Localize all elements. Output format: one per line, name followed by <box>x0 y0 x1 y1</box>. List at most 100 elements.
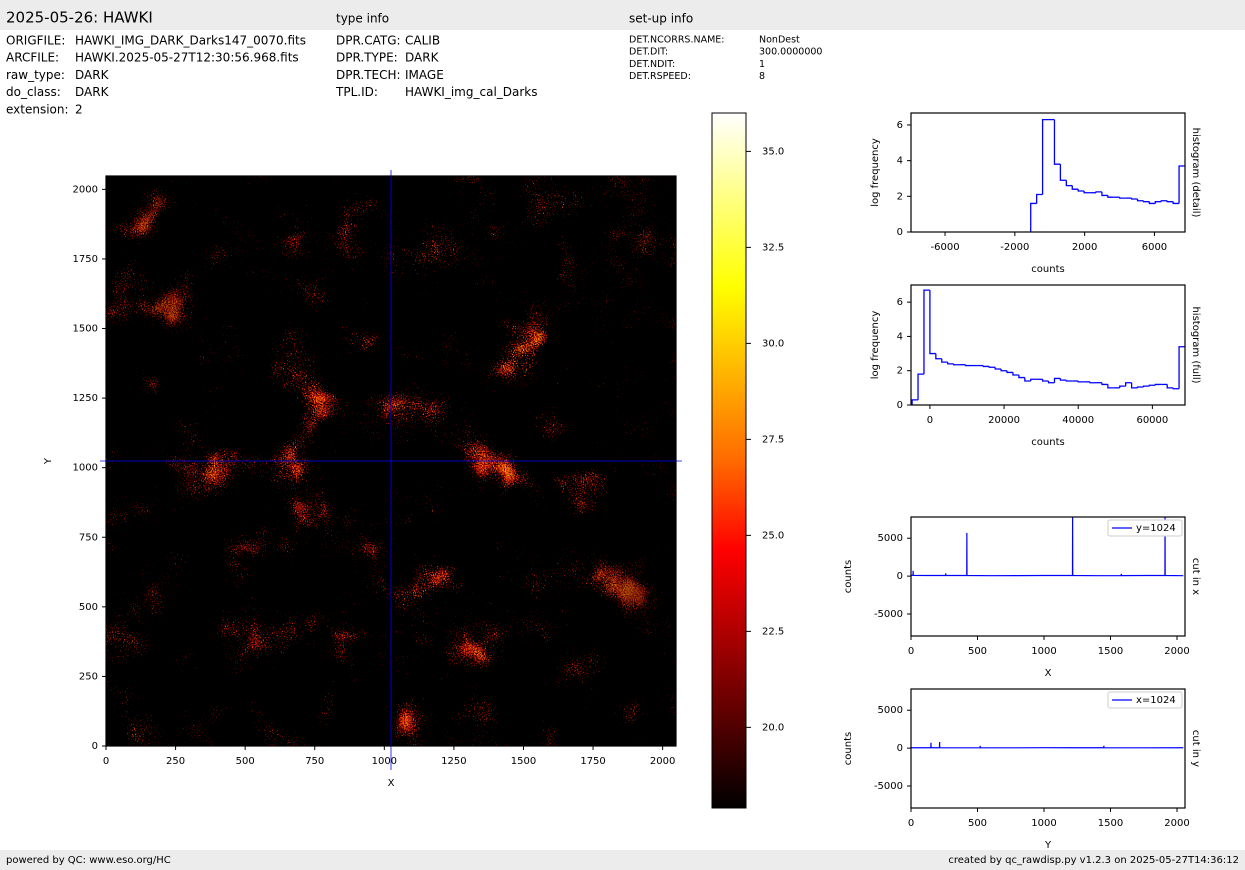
info-key: DET.RSPEED: <box>629 71 691 82</box>
info-key: raw_type: <box>6 68 65 82</box>
y-tick-label: 1500 <box>73 324 98 335</box>
x-tick-label: 250 <box>166 756 185 767</box>
histogram-step <box>1047 381 1055 384</box>
info-key: DPR.TYPE: <box>336 51 398 65</box>
plot-frame <box>910 284 1186 406</box>
y-tick-label: 1250 <box>73 393 98 404</box>
colorbar-tick-label: 20.0 <box>762 722 784 733</box>
histogram-step <box>1166 200 1174 203</box>
plot-title: histogram (full) <box>1190 306 1201 383</box>
histogram-step <box>1107 195 1114 198</box>
histogram-step <box>1030 378 1037 381</box>
x-axis-label: Y <box>1044 840 1052 851</box>
histogram-step <box>1172 387 1180 390</box>
colorbar-tick-label: 35.0 <box>762 146 784 157</box>
histogram-step <box>1089 381 1097 384</box>
y-tick-label: 0 <box>897 227 903 238</box>
info-value: 1 <box>759 59 765 70</box>
histogram-step <box>1107 384 1114 389</box>
y-axis-label: Y <box>43 457 54 465</box>
plot-title: cut in x <box>1190 558 1201 595</box>
plot-data <box>911 742 1184 749</box>
cut-line <box>911 517 1184 577</box>
histogram-step <box>1125 382 1132 387</box>
colorbar-tick-label: 27.5 <box>762 434 784 445</box>
histogram-step <box>1130 198 1138 200</box>
info-value: 8 <box>759 71 765 82</box>
x-tick-label: 40000 <box>1062 415 1094 426</box>
x-tick-label: 500 <box>968 646 987 657</box>
y-tick-label: 500 <box>79 602 98 613</box>
x-tick-label: 1750 <box>580 756 605 767</box>
y-tick-label: 4 <box>897 331 903 342</box>
x-tick-label: 1500 <box>1098 646 1123 657</box>
footer-left: powered by QC: www.eso.org/HC <box>6 855 171 866</box>
cut-line <box>911 742 1184 749</box>
y-axis-label: counts <box>843 560 854 593</box>
histogram-step <box>1142 200 1150 203</box>
x-tick-label: -2000 <box>1000 242 1029 253</box>
histogram-step <box>1024 377 1031 382</box>
header-bar <box>0 0 1245 30</box>
x-axis-label: X <box>1045 668 1052 679</box>
x-axis-label: counts <box>1031 437 1064 448</box>
info-key: ARCFILE: <box>6 51 59 65</box>
info-key: DET.NCORRS.NAME: <box>629 35 725 46</box>
x-tick-label: 1500 <box>1098 818 1123 829</box>
x-tick-label: 1000 <box>1031 818 1056 829</box>
y-tick-label: 250 <box>79 671 98 682</box>
info-key: DET.DIT: <box>629 47 668 58</box>
histogram-step <box>964 364 972 367</box>
histogram-step <box>1136 386 1144 388</box>
y-tick-label: 750 <box>79 532 98 543</box>
y-tick-label: 5000 <box>878 533 903 544</box>
info-value: 300.0000000 <box>759 47 822 58</box>
x-tick-label: 1250 <box>441 756 466 767</box>
histogram-step <box>1154 383 1162 386</box>
x-axis-label: counts <box>1031 264 1064 275</box>
info-value: CALIB <box>405 34 440 48</box>
histogram-step <box>1059 378 1067 381</box>
histogram-step <box>1160 200 1168 202</box>
histogram-step <box>1136 198 1144 202</box>
histogram-step <box>1166 384 1174 389</box>
histogram-step <box>1053 119 1061 165</box>
info-value: DARK <box>75 68 110 82</box>
histogram-step <box>1036 193 1043 204</box>
y-tick-label: 1000 <box>73 463 98 474</box>
y-tick-label: 0 <box>897 571 903 582</box>
histogram-step <box>1172 201 1180 205</box>
x-tick-label: 1000 <box>372 756 397 767</box>
histogram-step <box>1071 185 1079 190</box>
histogram-step <box>1178 346 1185 389</box>
histogram-step <box>1095 191 1102 193</box>
histogram-step <box>1130 382 1138 389</box>
y-tick-label: -5000 <box>874 609 903 620</box>
histogram-step <box>941 358 948 363</box>
histogram-step <box>1053 377 1061 383</box>
y-tick-label: 6 <box>897 120 903 131</box>
plot-frame <box>910 112 1186 233</box>
section-title: set-up info <box>629 12 693 26</box>
x-tick-label: 1500 <box>511 756 536 767</box>
colorbar-tick-label: 32.5 <box>762 242 784 253</box>
y-tick-label: -5000 <box>874 781 903 792</box>
y-tick-label: 2000 <box>73 184 98 195</box>
colorbar <box>711 112 747 809</box>
y-tick-label: 0 <box>92 741 98 752</box>
histogram-step <box>1178 165 1185 204</box>
legend-label: y=1024 <box>1136 523 1176 534</box>
x-tick-label: 500 <box>968 818 987 829</box>
histogram-step <box>1018 375 1025 379</box>
histogram-step <box>994 367 1002 370</box>
histogram-step <box>917 373 924 400</box>
plot-data <box>911 289 1185 405</box>
info-value: HAWKI.2025-05-27T12:30:56.968.fits <box>75 51 299 65</box>
x-tick-label: 6000 <box>1142 242 1167 253</box>
x-tick-label: 750 <box>305 756 324 767</box>
info-key: extension: <box>6 102 69 116</box>
legend-box <box>1107 691 1183 709</box>
x-tick-label: 0 <box>908 818 914 829</box>
